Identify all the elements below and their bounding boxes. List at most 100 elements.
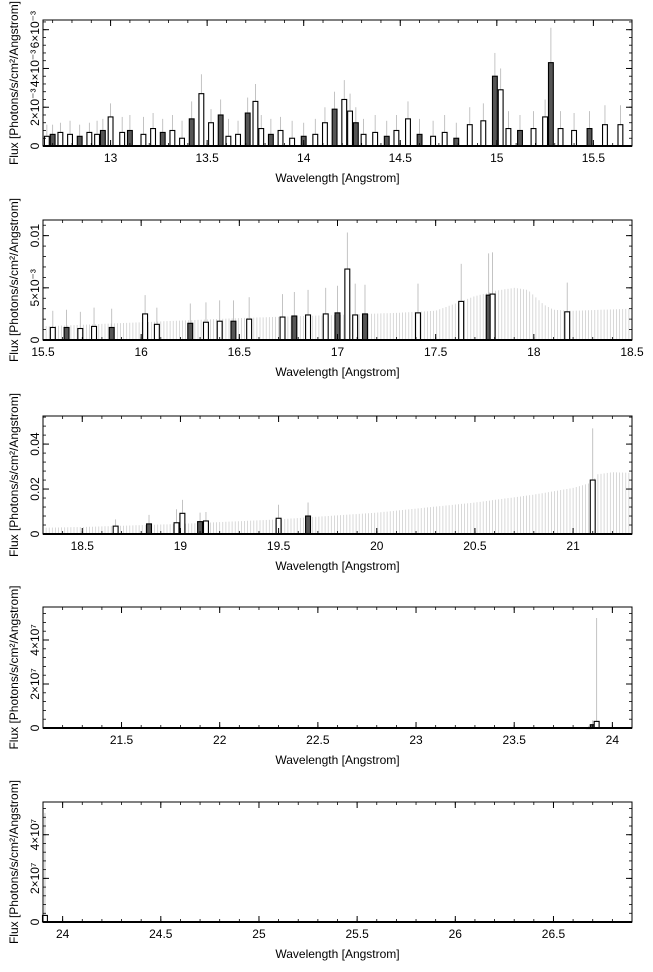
chart-panel-3: 18.5 19 19.5 20 20.5 21 0 0.02 0.04 Wavelength [A…	[7, 393, 633, 573]
flux-bar	[252, 100, 259, 147]
y-axis-label: Flux [Photons/s/cm²/Angstrom]	[7, 780, 21, 944]
flux-bar	[258, 128, 265, 147]
x-tick-label: 23	[409, 733, 423, 747]
y-axis: 0 2×10⁻³ 4×10⁻³ 6×10⁻³	[28, 11, 632, 149]
flux-bar	[91, 325, 98, 341]
flux-bar	[586, 128, 593, 147]
x-tick-label: 15	[490, 151, 504, 165]
x-tick-label: 26.5	[542, 927, 566, 941]
y-axis: 0 5×10⁻³ 0.01	[28, 224, 632, 343]
flux-bar	[289, 137, 296, 147]
y-axis-label: Flux [Photons/s/cm²/Angstrom]	[7, 393, 21, 557]
flux-bar	[230, 320, 237, 341]
flux-bar	[505, 128, 512, 147]
x-axis-label: Wavelength [Angstrom]	[275, 559, 399, 573]
x-tick-label: 17	[331, 345, 345, 359]
x-tick-label: 22.5	[306, 733, 330, 747]
flux-bar	[43, 135, 50, 147]
x-tick-label: 18	[527, 345, 541, 359]
flux-bar	[414, 312, 422, 341]
flux-bar	[589, 479, 596, 535]
y-tick-label: 4×10⁻³	[28, 50, 42, 87]
x-tick-label: 17.5	[424, 345, 448, 359]
x-tick-label: 24.5	[149, 927, 173, 941]
flux-bar	[331, 108, 338, 147]
chart-panel-4: 21.5 22 22.5 23 23.5 24 0 2×10⁷ 4×10⁷ Wavelength …	[7, 585, 633, 767]
flux-bar	[112, 525, 119, 535]
flux-bar	[208, 122, 214, 147]
y-tick-label: 0	[28, 530, 42, 537]
x-tick-label: 14	[297, 151, 311, 165]
x-tick-label: 23.5	[503, 733, 527, 747]
flux-bar	[352, 314, 359, 341]
flux-bar	[497, 89, 504, 147]
flux-bar	[235, 133, 242, 147]
flux-bar	[489, 293, 496, 341]
y-tick-label: 0	[28, 336, 42, 343]
flux-bar	[277, 129, 284, 147]
error-bars	[115, 428, 594, 534]
x-tick-label: 21	[566, 539, 580, 553]
x-tick-label: 14.5	[389, 151, 413, 165]
x-axis: 21.5 22 22.5 23 23.5 24	[42, 607, 620, 747]
x-tick-label: 21.5	[110, 733, 134, 747]
x-tick-label: 22	[213, 733, 227, 747]
x-tick-label: 24	[606, 733, 620, 747]
chart-panel-2: 15.5 16 16.5 17 17.5 18 18.5 0 5×10⁻³ 0.01 Wavelen…	[7, 198, 644, 379]
flux-bar	[617, 124, 624, 147]
flux-bar	[393, 129, 400, 147]
y-tick-label: 2×10⁷	[28, 863, 42, 894]
x-tick-label: 25	[252, 927, 266, 941]
x-axis: 15.5 16 16.5 17 17.5 18 18.5	[31, 220, 644, 359]
x-axis: 13 13.5 14 14.5 15 15.5	[52, 20, 633, 165]
upper-limit-envelope	[42, 472, 630, 534]
x-tick-label: 13	[104, 151, 118, 165]
chart-panel-5: 24 24.5 25 25.5 26 26.5 0 2×10⁷ 4×10⁷ Wavelength …	[7, 780, 633, 961]
flux-bar	[491, 75, 498, 147]
flux-bar	[466, 124, 473, 147]
x-tick-label: 16.5	[228, 345, 252, 359]
flux-bar	[76, 135, 83, 147]
y-tick-label: 0.01	[28, 224, 42, 248]
x-axis: 24 24.5 25 25.5 26 26.5	[42, 802, 613, 941]
flux-bar	[291, 315, 298, 341]
y-axis: 0 2×10⁷ 4×10⁷	[28, 613, 632, 731]
flux-bar	[372, 131, 379, 147]
flux-bar	[187, 322, 194, 341]
flux-bars	[49, 268, 571, 341]
x-axis-label: Wavelength [Angstrom]	[275, 171, 399, 185]
y-tick-label: 4×10⁷	[28, 624, 42, 655]
flux-bar	[150, 128, 157, 147]
flux-bar	[142, 313, 149, 341]
y-axis-label: Flux [Photons/s/cm²/Angstrom]	[7, 585, 21, 749]
x-tick-label: 25.5	[345, 927, 369, 941]
flux-bar	[188, 118, 195, 147]
y-tick-label: 4×10⁷	[28, 819, 42, 850]
x-tick-label: 16	[134, 345, 148, 359]
flux-bar	[246, 318, 253, 341]
x-tick-label: 18.5	[71, 539, 95, 553]
flux-bar	[305, 515, 312, 535]
chart-panel-1: 13 13.5 14 14.5 15 15.5 0 2×10⁻³ 4×10⁻³ 6×10⁻³ Wav…	[7, 1, 633, 185]
y-tick-label: 0.02	[28, 477, 42, 501]
flux-bar	[322, 313, 329, 341]
y-tick-label: 2×10⁻³	[28, 89, 42, 126]
plot-frame	[42, 606, 633, 729]
flux-bar	[383, 135, 390, 147]
x-tick-label: 19	[174, 539, 188, 553]
flux-bar	[94, 133, 101, 147]
x-tick-label: 13.5	[195, 151, 219, 165]
flux-bar	[159, 131, 166, 147]
flux-bar	[202, 520, 209, 535]
y-axis: 0 0.02 0.04	[28, 416, 632, 537]
flux-bar	[169, 129, 176, 147]
x-axis: 18.5 19 19.5 20 20.5 21	[42, 416, 613, 553]
y-tick-label: 0	[28, 724, 42, 731]
flux-bar	[441, 131, 448, 147]
flux-bar	[361, 313, 368, 341]
flux-bar	[601, 124, 608, 147]
x-tick-label: 26	[449, 927, 463, 941]
y-tick-label: 5×10⁻³	[28, 269, 42, 306]
flux-bar	[146, 523, 153, 535]
